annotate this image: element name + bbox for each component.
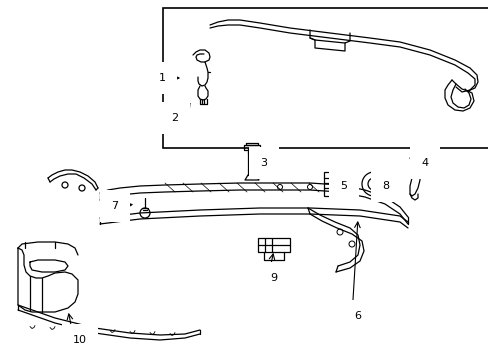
Text: 7: 7: [111, 201, 118, 211]
Text: 2: 2: [171, 113, 178, 123]
Text: 1: 1: [158, 73, 165, 83]
Text: 5: 5: [340, 181, 347, 191]
Polygon shape: [258, 238, 289, 252]
Text: 4: 4: [421, 158, 427, 168]
Text: 6: 6: [354, 311, 361, 321]
Text: 8: 8: [382, 181, 389, 191]
Text: 9: 9: [270, 273, 277, 283]
Text: 10: 10: [73, 335, 87, 345]
Bar: [163, 8, 488, 148]
Text: 3: 3: [260, 158, 267, 168]
